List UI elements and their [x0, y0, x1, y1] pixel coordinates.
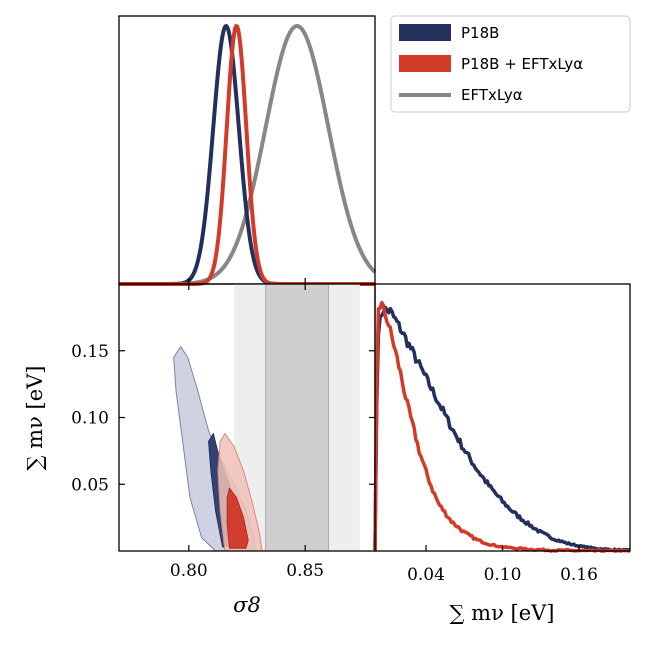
- contour-p18b-eftxly-68: [226, 487, 249, 549]
- legend: P18B P18B + EFTxLyα EFTxLyα: [390, 15, 631, 113]
- posterior-contours: [173, 346, 263, 552]
- mnu-curve-p18b: [373, 305, 631, 553]
- legend-label-p18b: P18B: [461, 24, 499, 42]
- legend-label-eft: EFTxLyα: [461, 86, 523, 104]
- x-tick-label-mnu-2: 0.16: [560, 565, 598, 585]
- x-tick-label-sigma8-0: 0.80: [170, 561, 208, 581]
- y-tick-label-mnu-2: 0.15: [71, 342, 109, 362]
- x-axis-label-mnu: ∑ mν [eV]: [450, 601, 555, 625]
- sigma8-marginal-ticks: [188, 278, 306, 284]
- sigma8-marginal-curves: [119, 23, 377, 286]
- y-tick-label-mnu-1: 0.10: [71, 409, 109, 429]
- mnu-marginal-ticks: 0.04 0.10 0.16: [407, 545, 598, 585]
- mnu-marginal-frame: [374, 283, 631, 552]
- legend-label-combined: P18B + EFTxLyα: [461, 55, 583, 73]
- sigma8-mnu-2d-ticks: 0.80 0.85 0.05 0.10 0.15: [71, 284, 375, 581]
- panel-mnu-marginal: 0.04 0.10 0.16 ∑ mν [eV]: [373, 283, 631, 625]
- y-axis-label-mnu: ∑ mν [eV]: [23, 366, 47, 471]
- eft-band-1sigma: [265, 283, 329, 552]
- legend-swatch-combined: [399, 55, 451, 72]
- mnu-curve-p18b-eftxly: [373, 300, 631, 553]
- panel-sigma8-marginal: [118, 15, 377, 286]
- sigma8-curve-p18b-eftxly: [119, 23, 375, 286]
- y-tick-label-mnu-0: 0.05: [71, 475, 109, 495]
- x-axis-label-sigma8: σ8: [233, 593, 261, 617]
- x-tick-label-mnu-0: 0.04: [407, 565, 445, 585]
- x-tick-label-sigma8-1: 0.85: [286, 561, 324, 581]
- legend-swatch-p18b: [399, 24, 451, 41]
- mnu-marginal-curves: [373, 300, 631, 553]
- x-tick-label-mnu-1: 0.10: [484, 565, 522, 585]
- panel-sigma8-mnu-2d: 0.80 0.85 0.05 0.10 0.15 σ8 ∑ mν [eV]: [23, 283, 376, 617]
